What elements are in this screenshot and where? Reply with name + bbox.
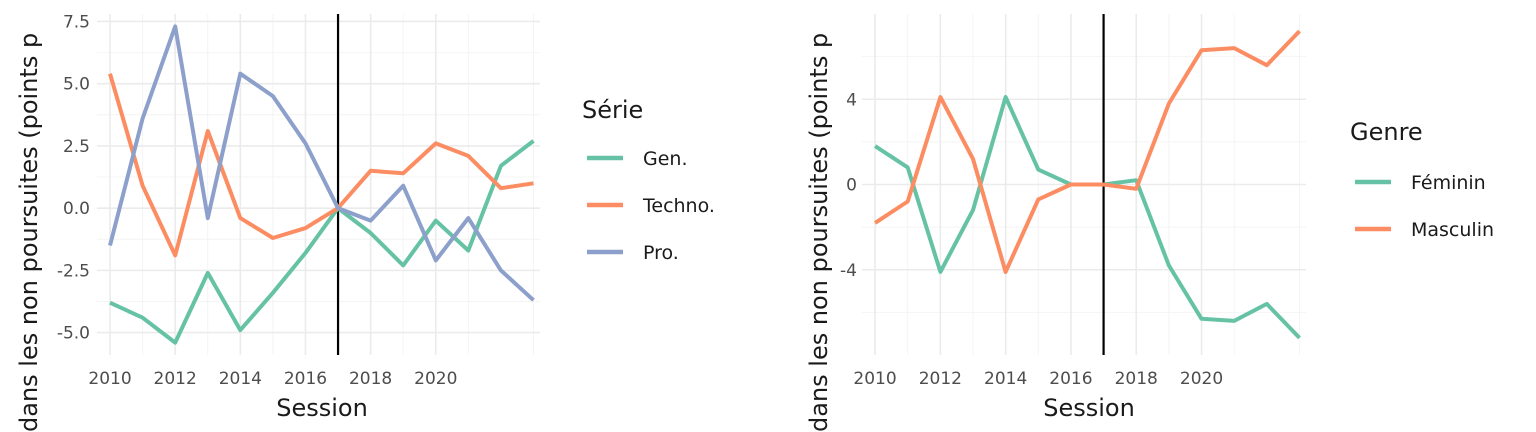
series-line-pro <box>108 24 535 302</box>
legend-item: Techno. <box>587 195 715 217</box>
grid-left <box>97 14 540 355</box>
x-tick-label: 2016 <box>284 369 327 389</box>
legend-item: Pro. <box>587 242 679 264</box>
legend-item: Masculin <box>1355 219 1494 241</box>
y-tick-label: 4 <box>846 90 857 110</box>
x-tick-label: 2014 <box>219 369 262 389</box>
series-line-masculin <box>874 29 1301 274</box>
x-tick-label: 2018 <box>1115 369 1158 389</box>
legend-right: Genre Féminin Masculin <box>1350 118 1494 241</box>
legend-label: Féminin <box>1411 172 1486 194</box>
series-right <box>874 29 1301 340</box>
y-tick-label: 0.0 <box>63 199 90 219</box>
y-ticks-left: -5.0 -2.5 0.0 2.5 5.0 7.5 <box>57 12 90 343</box>
legend-label: Techno. <box>642 195 715 217</box>
x-tick-label: 2012 <box>919 369 962 389</box>
x-axis-title-right: Session <box>1043 394 1135 422</box>
x-tick-label: 2012 <box>154 369 197 389</box>
x-tick-label: 2010 <box>853 369 896 389</box>
legend-items-right: Féminin Masculin <box>1355 172 1494 241</box>
series-line-f-minin <box>874 95 1301 340</box>
y-tick-label: -4 <box>840 261 857 281</box>
x-tick-label: 2014 <box>984 369 1027 389</box>
y-axis-title-right: dans les non poursuites (points p <box>805 33 833 432</box>
x-axis-title-left: Session <box>276 394 368 422</box>
series-line-gen <box>109 139 535 345</box>
legend-items-left: Gen. Techno. Pro. <box>587 148 715 264</box>
y-tick-label: 5.0 <box>63 75 90 95</box>
y-ticks-right: -4 0 4 <box>840 90 857 281</box>
x-tick-label: 2016 <box>1049 369 1092 389</box>
chart-right: -4 0 4 2010 2012 2014 2016 2018 2020 Session da… <box>805 14 1494 432</box>
x-ticks-left: 2010 2012 2014 2016 2018 2020 <box>88 369 457 389</box>
series-line-techno <box>108 73 534 258</box>
x-ticks-right: 2010 2012 2014 2016 2018 2020 <box>853 369 1223 389</box>
series-left <box>108 24 535 345</box>
legend-label: Masculin <box>1411 219 1494 241</box>
legend-title-left: Série <box>582 96 643 124</box>
y-tick-label: 0 <box>846 176 857 196</box>
y-axis-title-left: dans les non poursuites (points p <box>15 33 43 432</box>
legend-title-right: Genre <box>1350 118 1423 146</box>
x-tick-label: 2020 <box>1180 369 1223 389</box>
x-tick-label: 2018 <box>349 369 392 389</box>
grid-right <box>862 14 1306 355</box>
legend-item: Gen. <box>587 148 688 170</box>
x-tick-label: 2010 <box>88 369 131 389</box>
legend-label: Pro. <box>643 242 679 264</box>
y-tick-label: -2.5 <box>57 261 90 281</box>
legend-label: Gen. <box>643 148 688 170</box>
legend-item: Féminin <box>1355 172 1486 194</box>
x-tick-label: 2020 <box>414 369 457 389</box>
chart-left: -5.0-2.50.02.55.07.5 2010 2012 2014 2016 201… <box>15 12 715 432</box>
y-tick-label: -5.0 <box>57 324 90 344</box>
y-tick-label: 7.5 <box>63 12 90 32</box>
legend-left: Série Gen. Techno. Pro. <box>582 96 715 264</box>
y-tick-label: 2.5 <box>63 137 90 157</box>
